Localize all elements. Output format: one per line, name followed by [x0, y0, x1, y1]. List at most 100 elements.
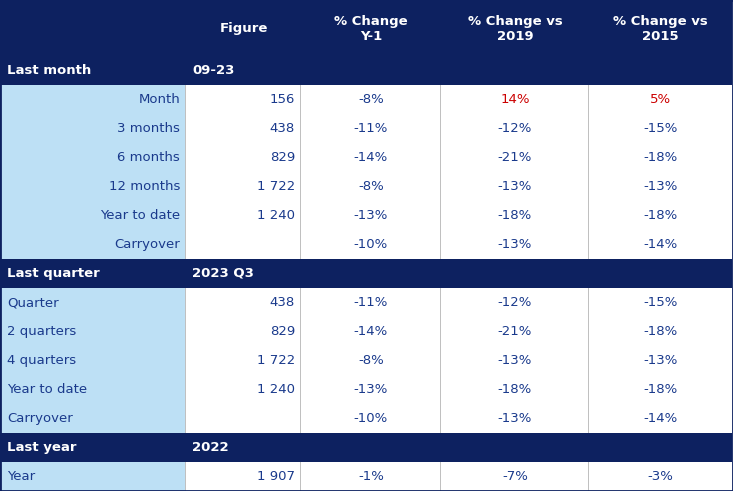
Bar — [301, 230, 441, 259]
Bar — [186, 288, 301, 317]
Bar — [588, 375, 589, 404]
Text: 6 months: 6 months — [117, 151, 180, 164]
Text: -18%: -18% — [644, 209, 677, 222]
Bar — [186, 404, 301, 433]
Bar — [185, 317, 186, 346]
Text: -21%: -21% — [498, 151, 532, 164]
Bar — [1, 462, 186, 491]
Bar — [440, 317, 441, 346]
Text: -18%: -18% — [498, 383, 532, 396]
Bar — [186, 346, 301, 375]
Text: 5%: 5% — [650, 93, 671, 106]
Bar — [185, 346, 186, 375]
Text: 1 722: 1 722 — [257, 180, 295, 193]
Text: % Change
Y-1: % Change Y-1 — [334, 15, 408, 43]
Text: -14%: -14% — [354, 325, 388, 338]
Text: 2022: 2022 — [192, 441, 229, 454]
Bar — [440, 114, 441, 143]
Bar — [1, 404, 186, 433]
Bar — [441, 172, 589, 201]
Bar — [186, 143, 301, 172]
Bar — [301, 462, 441, 491]
Bar — [440, 346, 441, 375]
Bar — [185, 85, 186, 114]
Bar — [1, 259, 732, 288]
Bar — [300, 404, 301, 433]
Bar — [1, 114, 186, 143]
Bar — [589, 375, 732, 404]
Bar — [185, 201, 186, 230]
Text: 12 months: 12 months — [108, 180, 180, 193]
Bar — [589, 346, 732, 375]
Bar — [589, 288, 732, 317]
Bar — [185, 172, 186, 201]
Bar — [588, 462, 589, 491]
Bar — [186, 317, 301, 346]
Bar — [1, 201, 186, 230]
Bar — [441, 230, 589, 259]
Bar — [185, 288, 186, 317]
Text: -15%: -15% — [644, 296, 678, 309]
Bar — [300, 375, 301, 404]
Bar — [440, 404, 441, 433]
Bar — [301, 201, 441, 230]
Bar — [186, 172, 301, 201]
Bar — [588, 201, 589, 230]
Bar — [440, 85, 441, 114]
Bar — [589, 462, 732, 491]
Bar — [441, 288, 589, 317]
Bar — [441, 143, 589, 172]
Text: -13%: -13% — [644, 354, 678, 367]
Bar — [300, 288, 301, 317]
Text: -11%: -11% — [354, 122, 388, 135]
Bar — [185, 114, 186, 143]
Bar — [186, 85, 301, 114]
Bar — [440, 143, 441, 172]
Bar — [441, 346, 589, 375]
Bar — [185, 404, 186, 433]
Bar — [300, 114, 301, 143]
Text: Month: Month — [139, 93, 180, 106]
Bar — [440, 230, 441, 259]
Text: Carryover: Carryover — [7, 412, 73, 425]
Bar — [301, 346, 441, 375]
Text: -13%: -13% — [498, 180, 532, 193]
Text: Year to date: Year to date — [7, 383, 87, 396]
Bar — [300, 172, 301, 201]
Text: -3%: -3% — [647, 470, 674, 483]
Text: 2023 Q3: 2023 Q3 — [192, 267, 254, 280]
Bar — [440, 375, 441, 404]
Text: Last year: Last year — [7, 441, 76, 454]
Text: -10%: -10% — [354, 412, 388, 425]
Text: -12%: -12% — [498, 296, 532, 309]
Bar — [589, 317, 732, 346]
Text: Year: Year — [7, 470, 35, 483]
Bar — [588, 143, 589, 172]
Text: -1%: -1% — [358, 470, 384, 483]
Bar — [301, 288, 441, 317]
Text: -11%: -11% — [354, 296, 388, 309]
Bar — [301, 114, 441, 143]
Bar — [588, 172, 589, 201]
Bar — [186, 230, 301, 259]
Text: -15%: -15% — [644, 122, 678, 135]
Bar — [440, 201, 441, 230]
Text: % Change vs
2019: % Change vs 2019 — [468, 15, 562, 43]
Text: 14%: 14% — [500, 93, 530, 106]
Text: 1 722: 1 722 — [257, 354, 295, 367]
Bar — [441, 375, 589, 404]
Text: -10%: -10% — [354, 238, 388, 251]
Text: 829: 829 — [270, 151, 295, 164]
Bar — [440, 462, 441, 491]
Text: 3 months: 3 months — [117, 122, 180, 135]
Text: -14%: -14% — [644, 412, 677, 425]
Bar — [1, 346, 186, 375]
Text: -13%: -13% — [354, 209, 388, 222]
Bar — [186, 462, 301, 491]
Bar — [1, 56, 732, 85]
Bar — [185, 143, 186, 172]
Bar — [301, 375, 441, 404]
Bar — [1, 230, 186, 259]
Bar — [588, 346, 589, 375]
Text: Figure: Figure — [219, 22, 268, 35]
